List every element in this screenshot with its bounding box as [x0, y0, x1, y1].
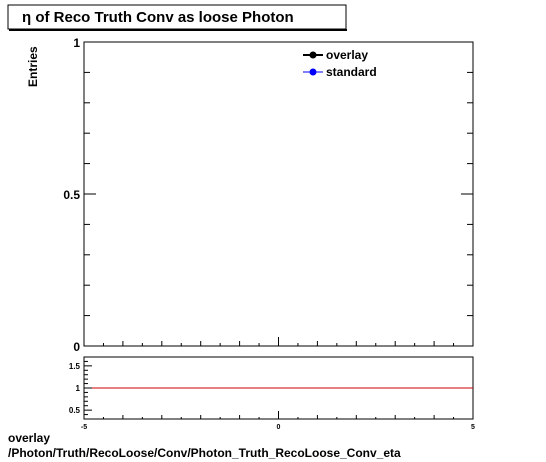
- ratio-x-tick-label: -5: [81, 424, 87, 431]
- y-tick-label: 0: [73, 340, 80, 354]
- main-axis-ticks: [83, 41, 474, 347]
- legend-marker-overlay: [309, 51, 317, 59]
- main-tick-labels: 00.51: [63, 36, 80, 354]
- y-tick-label: 0.5: [63, 188, 80, 202]
- footer-sample-label: overlay: [8, 431, 51, 445]
- legend-label-overlay: overlay: [326, 48, 368, 62]
- legend: overlay standard: [303, 48, 377, 79]
- footer-histogram-path: /Photon/Truth/RecoLoose/Conv/Photon_Trut…: [8, 446, 401, 460]
- legend-label-standard: standard: [326, 65, 377, 79]
- legend-marker-standard: [309, 68, 317, 76]
- ratio-y-tick-label: 0.5: [69, 406, 81, 415]
- chart-title: η of Reco Truth Conv as loose Photon: [22, 9, 294, 26]
- ratio-x-tick-label: 5: [471, 424, 475, 431]
- y-axis-label: Entries: [26, 46, 40, 87]
- ratio-tick-labels: 0.5 1 1.5 -5 0 5: [69, 362, 475, 431]
- title-box-shadow: [9, 29, 347, 31]
- y-tick-label: 1: [73, 36, 80, 50]
- ratio-axis-ticks: [83, 360, 474, 419]
- main-plot-frame: [83, 41, 474, 347]
- ratio-x-tick-label: 0: [277, 424, 281, 431]
- ratio-y-tick-label: 1.5: [69, 362, 81, 371]
- ratio-y-tick-label: 1: [76, 384, 81, 393]
- title-box: [7, 4, 347, 30]
